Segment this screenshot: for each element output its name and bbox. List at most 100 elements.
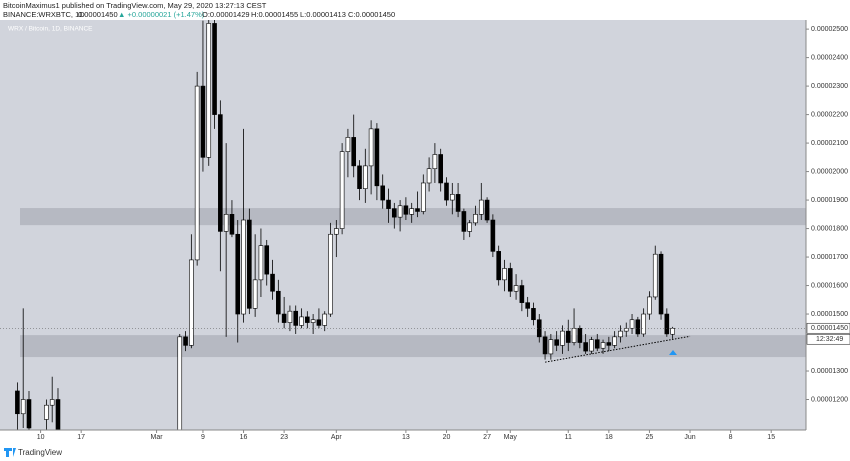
candle-body (409, 208, 414, 215)
candle-body (264, 245, 270, 275)
candle-body (647, 296, 652, 315)
candle-body (310, 319, 316, 323)
y-tick-label: 0.00001700 (811, 254, 848, 261)
close-value: C:0.00001450 (348, 10, 395, 19)
symbol: BINANCE:WRXBTC, 1D (3, 10, 85, 19)
logo (4, 448, 16, 457)
candle-body (438, 154, 443, 184)
candle-body (223, 214, 229, 232)
low-value: L:0.00001413 (300, 10, 346, 19)
candle-body (212, 23, 217, 115)
candle-body (345, 137, 351, 152)
author-line: BitcoinMaximus1 published on TradingView… (3, 1, 267, 10)
candle-body (467, 222, 472, 232)
candle-body (183, 336, 188, 346)
y-tick-label: 0.00001800 (811, 225, 848, 232)
high-value: H:0.00001455 (251, 10, 298, 19)
x-tick-label: 9 (201, 434, 205, 441)
candle-body (218, 114, 223, 232)
candle-body (206, 23, 212, 158)
candle-body (328, 233, 333, 315)
candle-body (287, 310, 293, 323)
candle-body (374, 128, 380, 187)
x-tick-label: 11 (565, 434, 572, 441)
countdown: 12:32:49 (816, 336, 843, 343)
y-tick-label: 0.00002200 (811, 111, 848, 118)
footer-text: TradingView (18, 448, 62, 457)
candle-body (305, 316, 310, 323)
y-tick-label: 0.00001300 (811, 368, 848, 375)
candle-body (380, 185, 386, 201)
price-tag-box (806, 322, 850, 334)
x-tick-label: 16 (240, 434, 248, 441)
candle-body (334, 228, 339, 235)
candle-body (577, 327, 583, 343)
candle-body (525, 302, 530, 309)
candle-body (55, 399, 61, 430)
candle-body (392, 208, 397, 218)
arrow-marker (669, 350, 677, 355)
candle-body (293, 310, 299, 326)
candle-body (339, 151, 345, 229)
candle-body (455, 194, 461, 212)
y-tick-label: 0.00001900 (811, 197, 848, 204)
y-tick-label: 0.00002500 (811, 26, 848, 33)
candle-body (270, 273, 275, 292)
candle-body (363, 165, 368, 189)
candle-body (600, 342, 606, 349)
candle-body (531, 308, 536, 321)
candle-body (670, 327, 675, 335)
countdown-box (806, 333, 850, 345)
x-tick-label: 20 (443, 434, 451, 441)
candle-body (44, 404, 49, 420)
candle-body (357, 165, 362, 189)
candle-body (484, 199, 490, 221)
candle-body (664, 313, 670, 335)
candle-body (281, 313, 287, 323)
candle-body (623, 327, 629, 332)
x-tick-label: Jun (684, 434, 695, 441)
candle-body (554, 339, 559, 346)
candle-body (415, 208, 420, 212)
candle-body (368, 128, 374, 167)
candle-body (177, 336, 183, 430)
candle-body (641, 313, 646, 335)
candle-body (618, 330, 623, 338)
x-tick-label: Apr (331, 434, 343, 441)
candle-body (420, 182, 426, 212)
candle-body (502, 268, 507, 281)
candle-body (403, 205, 409, 215)
y-tick-label: 0.00002300 (811, 83, 848, 90)
candle-body (241, 219, 246, 315)
candle-body (235, 233, 241, 315)
plot-area (0, 20, 806, 430)
candle-body (386, 199, 391, 209)
x-tick-label: 25 (646, 434, 654, 441)
y-tick-label: 0.00002100 (811, 140, 848, 147)
candle-body (299, 316, 304, 326)
candle-body (252, 279, 258, 309)
x-tick-label: 27 (483, 434, 491, 441)
candle-body (490, 219, 496, 252)
candle-body (583, 342, 588, 352)
x-tick-label: 18 (605, 434, 613, 441)
candle-body (594, 339, 600, 349)
candle-body (316, 319, 322, 326)
candle-body (560, 330, 565, 346)
change: ▲ +0.00000021 (+1.47%) (118, 10, 205, 19)
open-value: O:0.00001429 (202, 10, 250, 19)
candle-body (606, 342, 612, 346)
candle-body (461, 211, 467, 232)
last-price: 0.00001450 (78, 10, 118, 19)
candle-body (15, 390, 20, 415)
zone (20, 208, 806, 226)
x-tick-label: 23 (280, 434, 288, 441)
y-tick-label: 0.00001500 (811, 311, 848, 318)
y-tick-label: 0.00001600 (811, 282, 848, 289)
candle-body (513, 285, 519, 292)
candle-body (322, 313, 328, 326)
x-tick-label: 17 (77, 434, 85, 441)
candle-body (189, 259, 194, 346)
candle-body (571, 327, 577, 343)
